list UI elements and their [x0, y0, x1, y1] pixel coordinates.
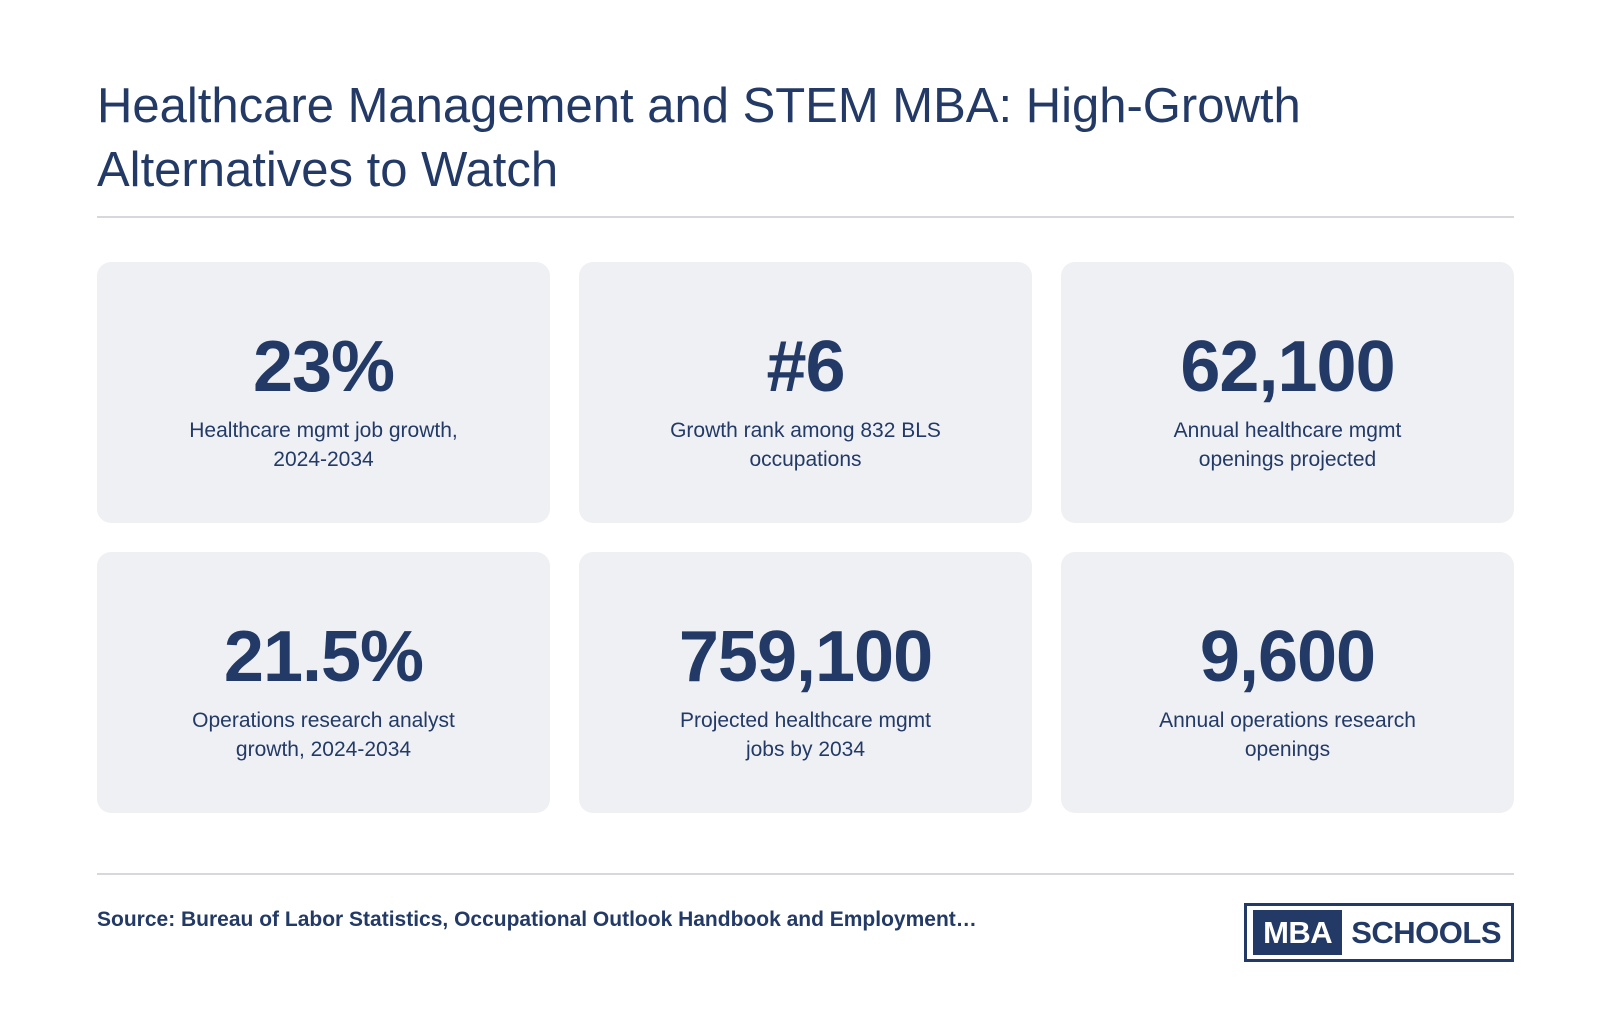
infographic: Healthcare Management and STEM MBA: High… — [97, 0, 1514, 1028]
stat-card-operations-openings: 9,600 Annual operations research opening… — [1061, 552, 1514, 813]
source-citation: Source: Bureau of Labor Statistics, Occu… — [97, 908, 977, 931]
stats-grid: 23% Healthcare mgmt job growth, 2024-203… — [97, 262, 1514, 813]
stat-card-healthcare-jobs: 759,100 Projected healthcare mgmt jobs b… — [579, 552, 1032, 813]
stat-value: 9,600 — [1199, 617, 1376, 697]
stat-label: Annual operations research openings — [1159, 709, 1416, 761]
stat-value: 62,100 — [1180, 327, 1395, 407]
stat-value: 23% — [252, 327, 395, 407]
page-title: Healthcare Management and STEM MBA: High… — [97, 79, 1301, 197]
stat-label: Healthcare mgmt job growth, 2024-2034 — [189, 419, 458, 471]
footer-divider — [97, 873, 1514, 875]
logo-mba-text: MBA — [1253, 910, 1343, 955]
stat-value: 759,100 — [678, 617, 933, 697]
stat-card-healthcare-growth: 23% Healthcare mgmt job growth, 2024-203… — [97, 262, 550, 523]
mba-schools-logo: MBA SCHOOLS — [1244, 903, 1514, 962]
logo-schools-text: SCHOOLS — [1351, 915, 1501, 950]
stat-label: Growth rank among 832 BLS occupations — [670, 419, 941, 471]
stat-label: Operations research analyst growth, 2024… — [192, 709, 455, 761]
stat-label: Annual healthcare mgmt openings projecte… — [1173, 419, 1402, 471]
stat-card-growth-rank: #6 Growth rank among 832 BLS occupations — [579, 262, 1032, 523]
stat-card-operations-growth: 21.5% Operations research analyst growth… — [97, 552, 550, 813]
header-divider — [97, 216, 1514, 218]
stat-value: 21.5% — [223, 617, 424, 697]
stat-value: #6 — [766, 327, 845, 407]
stat-card-healthcare-openings: 62,100 Annual healthcare mgmt openings p… — [1061, 262, 1514, 523]
stat-label: Projected healthcare mgmt jobs by 2034 — [680, 709, 931, 761]
